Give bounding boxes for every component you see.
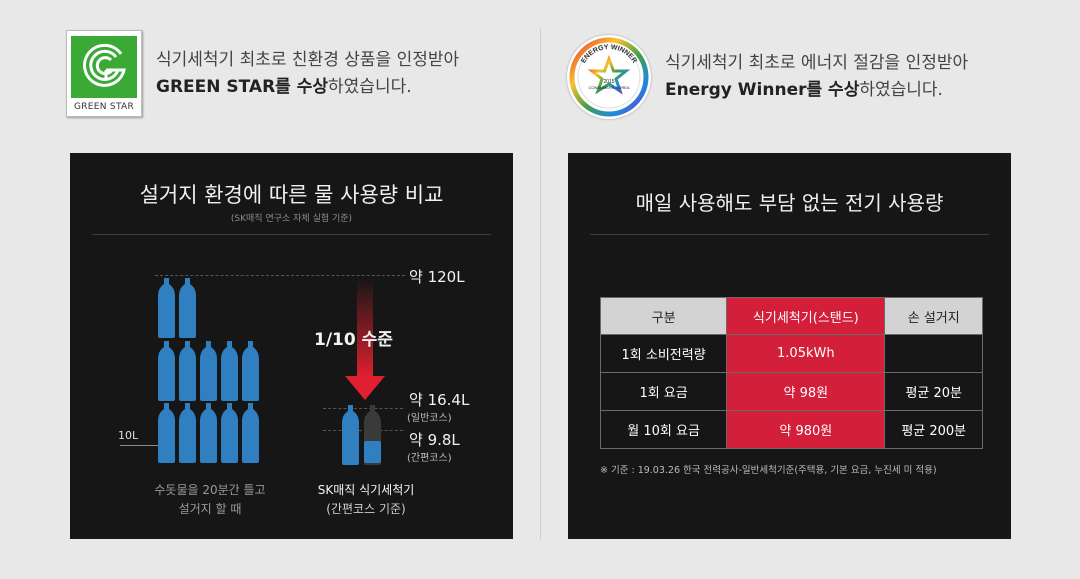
table-row: 월 10회 요금 약 980원 평균 200분 [599,410,983,449]
water-panel-subtitle: (SK매직 연구소 자체 실험 기준) [230,214,353,224]
table-cell: 1.05kWh [726,334,886,373]
green-star-text: 식기세척기 최초로 친환경 상품을 인정받아 GREEN STAR를 수상하였습… [156,47,459,101]
table-cell: 1회 요금 [599,372,728,411]
table-cell: 약 980원 [726,410,886,449]
water-bottle-icon [221,341,238,401]
table-cell: 약 98원 [726,372,886,411]
power-comparison-table: 구분 식기세척기(스탠드) 손 설거지 1회 소비전력량 1.05kWh 1회 … [599,297,983,449]
water-bottle-icon [158,403,175,463]
energy-winner-award: ENERGY WINNER 2015 CONSUMERS KOREA 식기세척기… [567,35,968,119]
water-panel-title: 설거지 환경에 따른 물 사용량 비교 [139,183,444,207]
table-cell: 평균 200분 [884,410,983,449]
header-category: 구분 [599,297,728,335]
water-bottle-icon [158,341,175,401]
svg-text:CONSUMERS KOREA: CONSUMERS KOREA [588,85,629,90]
green-star-line1: 식기세척기 최초로 친환경 상품을 인정받아 [156,49,460,70]
water-bottle-icon [179,278,196,338]
water-bottle-icon [179,403,196,463]
water-bottle-partial-icon [364,405,381,465]
level-9-line [323,430,403,431]
water-bottle-icon [200,341,217,401]
tap-caption-line1: 수돗물을 20분간 틀고 [154,483,266,497]
water-bottle-icon [242,403,259,463]
green-star-line2-bold: GREEN STAR를 수상 [156,76,329,97]
ten-l-line [120,445,160,446]
energy-winner-line2-bold: Energy Winner를 수상 [665,80,860,100]
level-16-label: 약 16.4L [409,391,470,409]
water-bottle-icon [342,405,359,465]
water-bottle-icon [221,403,238,463]
green-star-logo: GREEN STAR [66,30,142,117]
ratio-label: 1/10 수준 [314,330,393,350]
sk-caption: SK매직 식기세척기 (간편코스 기준) [286,481,446,519]
tap-water-bottles [158,278,381,465]
header-dishwasher: 식기세척기(스탠드) [726,297,886,335]
table-footnote: ※ 기준 : 19.03.26 한국 전력공사-일반세척기준(주택용, 기본 요… [600,465,937,476]
table-row: 1회 요금 약 98원 평균 20분 [599,372,983,411]
energy-winner-logo: ENERGY WINNER 2015 CONSUMERS KOREA [567,35,651,119]
level-120-label: 약 120L [409,268,465,286]
tap-caption-line2: 설거지 할 때 [178,502,242,516]
level-9-label: 약 9.8L [409,431,460,449]
sk-caption-line2: (간편코스 기준) [326,502,406,516]
green-star-line2-rest: 하였습니다. [328,76,412,97]
table-cell: 평균 20분 [884,372,983,411]
water-bottle-icon [158,278,175,338]
power-panel-title: 매일 사용해도 부담 없는 전기 사용량 [635,191,944,215]
water-bottle-icon [179,341,196,401]
energy-winner-line2-rest: 하였습니다. [859,80,943,100]
energy-winner-text: 식기세척기 최초로 에너지 절감을 인정받아 Energy Winner를 수상… [665,50,968,104]
green-star-award: GREEN STAR 식기세척기 최초로 친환경 상품을 인정받아 GREEN … [66,30,459,117]
reduction-arrow-icon [345,278,385,400]
green-star-caption: GREEN STAR [73,101,135,112]
table-row: 1회 소비전력량 1.05kWh [599,334,983,373]
table-cell: 1회 소비전력량 [599,334,728,373]
ten-l-label: 10L [118,429,139,442]
water-panel-rule [92,234,491,235]
energy-winner-line1: 식기세척기 최초로 에너지 절감을 인정받아 [665,53,969,73]
green-star-g-icon [71,35,137,98]
vertical-divider [540,28,541,540]
power-panel-rule [590,234,989,235]
power-usage-panel: 매일 사용해도 부담 없는 전기 사용량 구분 식기세척기(스탠드) 손 설거지… [568,153,1011,539]
svg-text:2015: 2015 [603,79,614,85]
table-cell: 월 10회 요금 [599,410,728,449]
level-9-sub: (간편코스) [407,453,452,464]
sk-caption-line1: SK매직 식기세척기 [317,483,415,497]
water-usage-panel: 설거지 환경에 따른 물 사용량 비교 (SK매직 연구소 자체 실험 기준) … [70,153,513,539]
level-120-line [155,275,405,276]
water-bottle-icon [200,403,217,463]
level-16-sub: (일반코스) [407,413,452,424]
table-header-row: 구분 식기세척기(스탠드) 손 설거지 [599,297,983,335]
header-hand-wash: 손 설거지 [884,297,983,335]
water-bottle-icon [242,341,259,401]
table-cell [884,334,983,373]
level-16-line [323,408,403,409]
tap-caption: 수돗물을 20분간 틀고 설거지 할 때 [130,481,290,519]
